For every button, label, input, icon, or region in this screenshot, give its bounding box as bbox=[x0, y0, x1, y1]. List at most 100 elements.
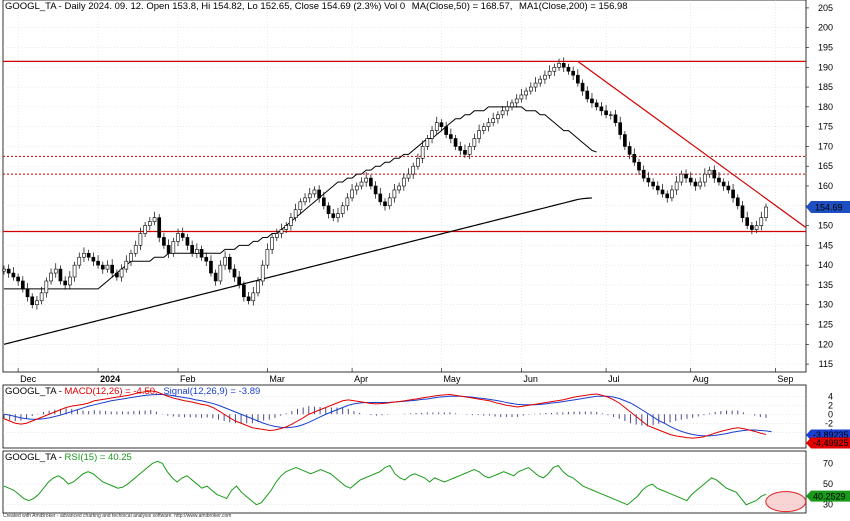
candle bbox=[416, 153, 420, 170]
candle-body bbox=[698, 181, 702, 187]
candle bbox=[265, 243, 270, 269]
ma50-label: MA(Close,50) = 168.57, bbox=[412, 1, 513, 12]
candle-body bbox=[274, 233, 279, 238]
candle bbox=[703, 168, 707, 187]
candle bbox=[387, 193, 392, 210]
candle-body bbox=[472, 138, 477, 147]
candle-body bbox=[740, 205, 745, 218]
candle bbox=[303, 193, 307, 206]
candle-body bbox=[477, 130, 481, 139]
candle bbox=[401, 173, 406, 191]
candle-body bbox=[547, 70, 552, 76]
candle bbox=[378, 187, 383, 206]
candle bbox=[477, 124, 481, 144]
candle bbox=[500, 106, 505, 119]
candle-body bbox=[11, 272, 16, 278]
candle-body bbox=[585, 90, 590, 100]
candle-body bbox=[505, 106, 510, 112]
candle-body bbox=[481, 126, 486, 131]
x-tick-label: Aug bbox=[693, 374, 709, 384]
candle bbox=[6, 264, 11, 278]
candle-body bbox=[401, 177, 406, 187]
candle-body bbox=[674, 181, 679, 191]
candle-body bbox=[354, 185, 359, 191]
candle bbox=[110, 259, 115, 278]
candle-body bbox=[641, 169, 646, 179]
candle-body bbox=[242, 284, 246, 298]
candle bbox=[129, 249, 133, 266]
candle-body bbox=[293, 209, 298, 218]
candle-body bbox=[707, 169, 712, 175]
last-price-badge bbox=[806, 201, 850, 214]
candle-body bbox=[16, 276, 20, 282]
candle-body bbox=[246, 296, 251, 302]
candle-body bbox=[665, 193, 670, 199]
candle bbox=[754, 220, 759, 234]
candle-body bbox=[115, 272, 119, 278]
rsi-last-text: 40.2529 bbox=[813, 491, 846, 501]
candle-body bbox=[350, 189, 354, 199]
candle bbox=[444, 121, 448, 139]
candle bbox=[712, 165, 717, 183]
rsi-line bbox=[3, 460, 807, 513]
candle-body bbox=[270, 237, 274, 250]
trend-line bbox=[577, 60, 807, 229]
candle-body bbox=[30, 296, 35, 306]
candle bbox=[735, 194, 740, 210]
candle bbox=[86, 249, 91, 261]
candle-body bbox=[63, 280, 67, 286]
candle bbox=[449, 128, 453, 144]
candle-body bbox=[124, 260, 129, 270]
macd-plot-frame bbox=[2, 384, 807, 449]
macd-header: GOOGL_TA - MACD(12,26) = -4.50, Signal(1… bbox=[5, 386, 260, 397]
candle bbox=[307, 187, 312, 203]
price-y-tick-label: 120 bbox=[818, 339, 833, 349]
candle bbox=[176, 228, 180, 247]
candle-body bbox=[449, 134, 453, 139]
macd-last-badge bbox=[806, 437, 850, 449]
candle bbox=[115, 269, 119, 281]
candle-body bbox=[712, 169, 717, 179]
candle bbox=[2, 265, 6, 275]
candle bbox=[251, 286, 256, 306]
macd-y-tick-label: -2 bbox=[825, 418, 833, 428]
candle-body bbox=[566, 66, 571, 72]
candle-body bbox=[86, 252, 91, 258]
candle bbox=[293, 203, 298, 222]
candle bbox=[147, 216, 152, 231]
rsi-label: RSI(15) = 40.25 bbox=[65, 452, 132, 463]
candle-body bbox=[750, 225, 754, 230]
macd-separator: - bbox=[59, 386, 65, 397]
rsi-y-tick-label: 50 bbox=[823, 479, 833, 489]
candle bbox=[397, 182, 401, 194]
price-y-tick-label: 205 bbox=[818, 3, 833, 13]
candle bbox=[646, 172, 651, 187]
candle bbox=[594, 99, 599, 111]
candle-body bbox=[613, 114, 618, 123]
candle-body bbox=[345, 197, 350, 207]
candle-body bbox=[444, 126, 448, 135]
candle bbox=[16, 273, 20, 286]
candle bbox=[190, 240, 194, 257]
candle bbox=[274, 228, 279, 242]
support-resistance-lines bbox=[3, 60, 806, 233]
candle-body bbox=[129, 252, 133, 262]
candle-body bbox=[279, 229, 284, 234]
price-y-tick-label: 140 bbox=[818, 260, 833, 270]
candle bbox=[406, 168, 411, 182]
candle bbox=[486, 117, 491, 132]
candle bbox=[759, 211, 764, 231]
candle bbox=[726, 181, 731, 194]
candle-body bbox=[486, 122, 491, 127]
price-y-tick-label: 125 bbox=[818, 320, 833, 330]
macd-gridlines bbox=[3, 396, 806, 433]
candle-body bbox=[260, 264, 265, 282]
candle bbox=[547, 65, 552, 79]
candle-body bbox=[2, 268, 6, 272]
candle-body bbox=[458, 146, 463, 151]
candle-body bbox=[754, 225, 759, 230]
candle-body bbox=[745, 217, 750, 226]
candle bbox=[627, 141, 632, 160]
candle-body bbox=[590, 98, 594, 104]
candle bbox=[472, 133, 477, 150]
